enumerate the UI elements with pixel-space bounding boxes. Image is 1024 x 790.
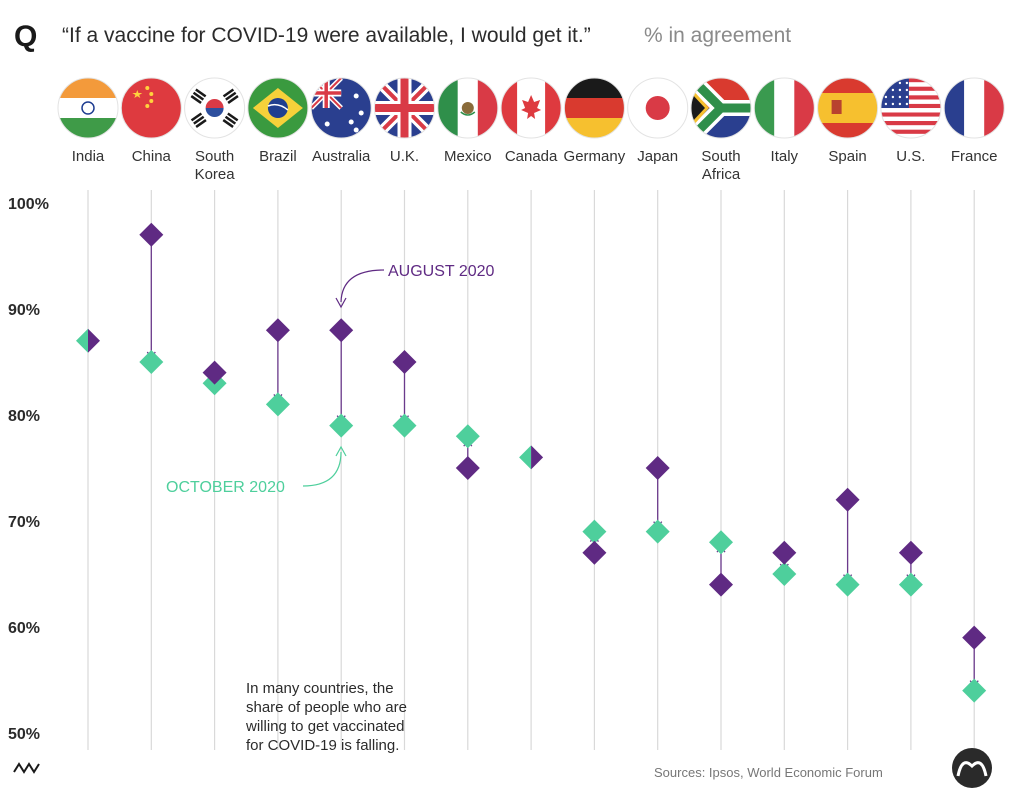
country-label: Australia bbox=[312, 148, 371, 165]
october-point bbox=[772, 562, 797, 586]
august-point bbox=[202, 360, 227, 385]
august-point bbox=[139, 222, 164, 247]
country-label: South bbox=[701, 148, 740, 165]
south-africa-flag-icon bbox=[690, 77, 752, 139]
country-label: France bbox=[951, 148, 998, 165]
brazil-flag-icon bbox=[247, 77, 309, 139]
note-line-4: for COVID-19 is falling. bbox=[246, 737, 399, 754]
august-annotation: AUGUST 2020 bbox=[335, 263, 495, 309]
august-point bbox=[835, 487, 860, 512]
october-point bbox=[709, 530, 733, 555]
august-point bbox=[582, 540, 607, 565]
spain-flag-icon bbox=[817, 77, 879, 139]
october-arrowhead bbox=[335, 445, 347, 457]
august-arrowhead bbox=[335, 297, 347, 309]
october-point bbox=[392, 413, 417, 438]
august-point bbox=[329, 318, 354, 343]
country-label: U.S. bbox=[896, 148, 925, 165]
august-point bbox=[88, 328, 100, 353]
country-label: Canada bbox=[505, 148, 558, 165]
country-label: Italy bbox=[771, 148, 799, 165]
country-label: Japan bbox=[637, 148, 678, 165]
october-point bbox=[455, 424, 480, 449]
y-tick-label: 50% bbox=[8, 726, 40, 743]
y-tick-label: 70% bbox=[8, 514, 40, 531]
publisher-logo: Q bbox=[14, 20, 37, 53]
august-point bbox=[962, 625, 987, 650]
change-connectors bbox=[146, 242, 979, 688]
country-label: Brazil bbox=[259, 148, 297, 165]
country-label: Mexico bbox=[444, 148, 492, 165]
china-flag-icon bbox=[120, 77, 182, 139]
wave-logo bbox=[13, 762, 40, 774]
country-label: India bbox=[72, 148, 105, 165]
august-point bbox=[898, 540, 923, 565]
october-point bbox=[898, 572, 923, 597]
october-point bbox=[265, 392, 290, 417]
india-flag-icon bbox=[57, 77, 119, 139]
y-tick-label: 60% bbox=[8, 620, 40, 637]
chart-subtitle: % in agreement bbox=[644, 24, 791, 47]
canada-flag-icon bbox=[500, 77, 562, 139]
italy-flag-icon bbox=[753, 77, 815, 139]
y-tick-label: 80% bbox=[8, 408, 40, 425]
country-label: U.K. bbox=[390, 148, 419, 165]
country-label-line2: Korea bbox=[195, 166, 236, 183]
october-point bbox=[582, 519, 607, 544]
chart-title: “If a vaccine for COVID-19 were availabl… bbox=[62, 24, 591, 47]
october-point bbox=[519, 445, 532, 470]
source-text: Sources: Ipsos, World Economic Forum bbox=[654, 765, 883, 780]
october-point bbox=[76, 328, 88, 353]
country-label-line2: Africa bbox=[702, 166, 741, 183]
brand-icon bbox=[952, 748, 992, 788]
october-arrow bbox=[302, 451, 342, 487]
france-flag-icon bbox=[943, 77, 1005, 139]
october-point bbox=[139, 350, 164, 374]
mexico-flag-icon bbox=[437, 77, 499, 139]
august-point bbox=[709, 572, 733, 597]
august-point bbox=[772, 540, 797, 565]
australia-flag-icon bbox=[310, 77, 372, 139]
country-label: Germany bbox=[564, 148, 626, 165]
october-point bbox=[835, 572, 860, 597]
note-line-2: share of people who are bbox=[246, 699, 407, 716]
us-flag-icon bbox=[880, 77, 942, 139]
october-point bbox=[329, 413, 354, 438]
note-line-3: willing to get vaccinated bbox=[245, 718, 404, 735]
country-label: Spain bbox=[828, 148, 866, 165]
october-point bbox=[962, 678, 987, 703]
october-point bbox=[645, 519, 670, 544]
october-annotation: OCTOBER 2020 bbox=[166, 445, 347, 496]
august-point bbox=[645, 456, 670, 480]
germany-flag-icon bbox=[563, 77, 625, 139]
country-label: South bbox=[195, 148, 234, 165]
brand-icon-mark bbox=[956, 761, 988, 777]
country-label: China bbox=[132, 148, 172, 165]
august-point bbox=[531, 445, 544, 470]
august-point bbox=[392, 350, 417, 374]
note-text: In many countries, the share of people w… bbox=[245, 680, 407, 754]
note-line-1: In many countries, the bbox=[246, 680, 394, 697]
south-korea-flag-icon bbox=[184, 77, 246, 139]
uk-flag-icon bbox=[374, 77, 435, 139]
october-label: OCTOBER 2020 bbox=[166, 479, 285, 496]
flag-row bbox=[57, 77, 1005, 139]
data-points bbox=[76, 222, 987, 703]
august-point bbox=[455, 456, 480, 480]
japan-flag-icon bbox=[627, 77, 689, 139]
august-arrow bbox=[340, 269, 385, 303]
country-gridlines bbox=[87, 190, 975, 750]
y-tick-label: 90% bbox=[8, 302, 40, 319]
y-axis: 100% 90% 80% 70% 60% 50% bbox=[8, 196, 49, 743]
august-point bbox=[265, 318, 290, 343]
logo-letter: Q bbox=[14, 20, 37, 53]
wave-icon bbox=[13, 762, 40, 774]
y-tick-label: 100% bbox=[8, 196, 49, 213]
august-label: AUGUST 2020 bbox=[388, 263, 495, 280]
